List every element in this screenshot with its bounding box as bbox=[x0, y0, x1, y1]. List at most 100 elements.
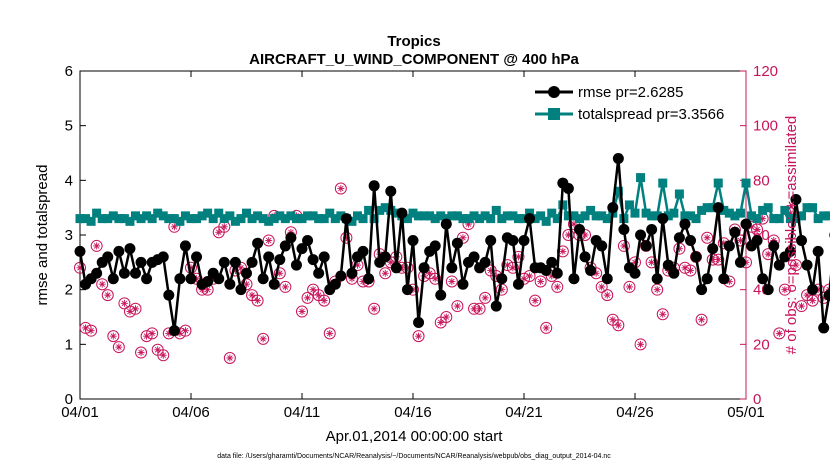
rmse-point bbox=[468, 251, 480, 263]
assimilated-obs-point bbox=[775, 329, 783, 337]
possible-obs-point bbox=[695, 313, 708, 326]
totalspread-point bbox=[702, 203, 712, 213]
possible-obs-point bbox=[789, 259, 802, 272]
rmse-point bbox=[751, 234, 763, 246]
rmse-point bbox=[651, 273, 663, 285]
assimilated-obs-point bbox=[614, 321, 622, 329]
totalspread-point bbox=[75, 214, 85, 224]
rmse-point bbox=[490, 300, 502, 312]
assimilated-obs-point bbox=[531, 297, 539, 305]
rmse-point bbox=[574, 224, 585, 236]
rmse-point bbox=[124, 243, 136, 255]
totalspread-point bbox=[430, 214, 440, 224]
rmse-series bbox=[74, 152, 830, 337]
possible-obs-point bbox=[512, 250, 525, 263]
rmse-point bbox=[507, 234, 519, 246]
assimilated-obs-point bbox=[248, 291, 256, 299]
totalspread-point bbox=[547, 208, 557, 218]
totalspread-point bbox=[353, 211, 362, 221]
totalspread-point bbox=[719, 205, 729, 215]
rmse-point bbox=[540, 265, 552, 277]
rmse-point bbox=[168, 325, 180, 337]
possible-obs-point bbox=[656, 308, 669, 321]
totalspread-point bbox=[208, 214, 218, 224]
possible-obs-point bbox=[551, 280, 564, 293]
rmse-point bbox=[762, 284, 774, 296]
assimilated-obs-point bbox=[82, 324, 90, 332]
possible-obs-point bbox=[334, 182, 347, 195]
totalspread-point bbox=[264, 216, 274, 226]
possible-obs-point bbox=[251, 294, 264, 307]
rmse-point bbox=[296, 243, 308, 255]
totalspread-point bbox=[486, 214, 496, 224]
rmse-point bbox=[340, 213, 352, 225]
totalspread-point bbox=[314, 214, 324, 224]
rmse-point bbox=[302, 234, 314, 246]
possible-obs-point bbox=[257, 332, 270, 345]
legend-spread-marker bbox=[548, 108, 560, 120]
rmse-point bbox=[707, 243, 719, 255]
totalspread-point bbox=[591, 211, 601, 221]
legend-spread-label: totalspread pr=3.3566 bbox=[578, 106, 724, 123]
rmse-point bbox=[335, 270, 347, 282]
rmse-point bbox=[812, 245, 824, 257]
rmse-point bbox=[218, 256, 230, 268]
totalspread-point bbox=[735, 208, 745, 218]
x-tick-label: 04/26 bbox=[616, 404, 654, 421]
totalspread-point bbox=[125, 216, 135, 226]
totalspread-point bbox=[436, 211, 446, 221]
totalspread-point bbox=[147, 214, 157, 224]
assimilated-obs-point bbox=[476, 305, 484, 313]
rmse-point bbox=[729, 226, 741, 238]
rmse-point bbox=[91, 267, 103, 279]
y-tick-label: 6 bbox=[65, 63, 73, 80]
totalspread-point bbox=[669, 208, 679, 218]
axis-tick-labels: 04/01 04/06 04/11 04/16 04/21 04/26 05/0101234… bbox=[61, 63, 778, 421]
assimilated-obs-point bbox=[698, 316, 706, 324]
possible-obs-point bbox=[379, 267, 392, 280]
assimilated-obs-point bbox=[259, 335, 267, 343]
rmse-point bbox=[701, 273, 713, 285]
assimilated-obs-point bbox=[792, 261, 800, 269]
rmse-point bbox=[113, 245, 125, 257]
possible-obs-point bbox=[223, 352, 236, 364]
rmse-point bbox=[74, 245, 86, 257]
assimilated-obs-point bbox=[309, 286, 317, 294]
possible-obs-point bbox=[556, 245, 569, 258]
possible-obs-point bbox=[340, 231, 353, 244]
possible-obs-point bbox=[157, 349, 170, 362]
totalspread-point bbox=[613, 186, 623, 196]
rmse-point bbox=[440, 218, 452, 230]
rmse-point bbox=[579, 251, 591, 263]
totalspread-point bbox=[530, 214, 540, 224]
possible-obs-point bbox=[301, 291, 314, 304]
totalspread-point bbox=[636, 173, 646, 183]
totalspread-point bbox=[369, 214, 379, 224]
rmse-point bbox=[318, 251, 330, 263]
possible-obs-point bbox=[273, 267, 286, 280]
assimilated-obs-point bbox=[104, 291, 112, 299]
possible-obs-point bbox=[778, 283, 791, 296]
totalspread-point bbox=[164, 214, 174, 224]
totalspread-point bbox=[769, 214, 779, 224]
assimilated-obs-point bbox=[625, 283, 633, 291]
possible-obs-point bbox=[529, 294, 542, 307]
totalspread-point bbox=[247, 214, 257, 224]
assimilated-obs-point bbox=[132, 305, 139, 313]
rmse-point bbox=[401, 284, 413, 296]
assimilated-obs-point bbox=[315, 291, 323, 299]
assimilated-obs-point bbox=[703, 234, 711, 242]
data-file-footer: data file: /Users/gharamti/Documents/NCA… bbox=[217, 453, 611, 460]
rmse-point bbox=[673, 232, 685, 244]
assimilated-obs-point bbox=[148, 329, 156, 337]
y-tick-label: 2 bbox=[65, 282, 73, 299]
rmse-point bbox=[485, 234, 497, 246]
totalspread-point bbox=[336, 211, 346, 221]
assimilated-obs-point bbox=[181, 327, 189, 335]
possible-obs-point bbox=[540, 321, 553, 334]
rmse-point bbox=[646, 224, 658, 236]
totalspread-point bbox=[464, 214, 473, 224]
legend-rmse-label: rmse pr=2.6285 bbox=[578, 84, 683, 101]
totalspread-point bbox=[286, 211, 296, 221]
